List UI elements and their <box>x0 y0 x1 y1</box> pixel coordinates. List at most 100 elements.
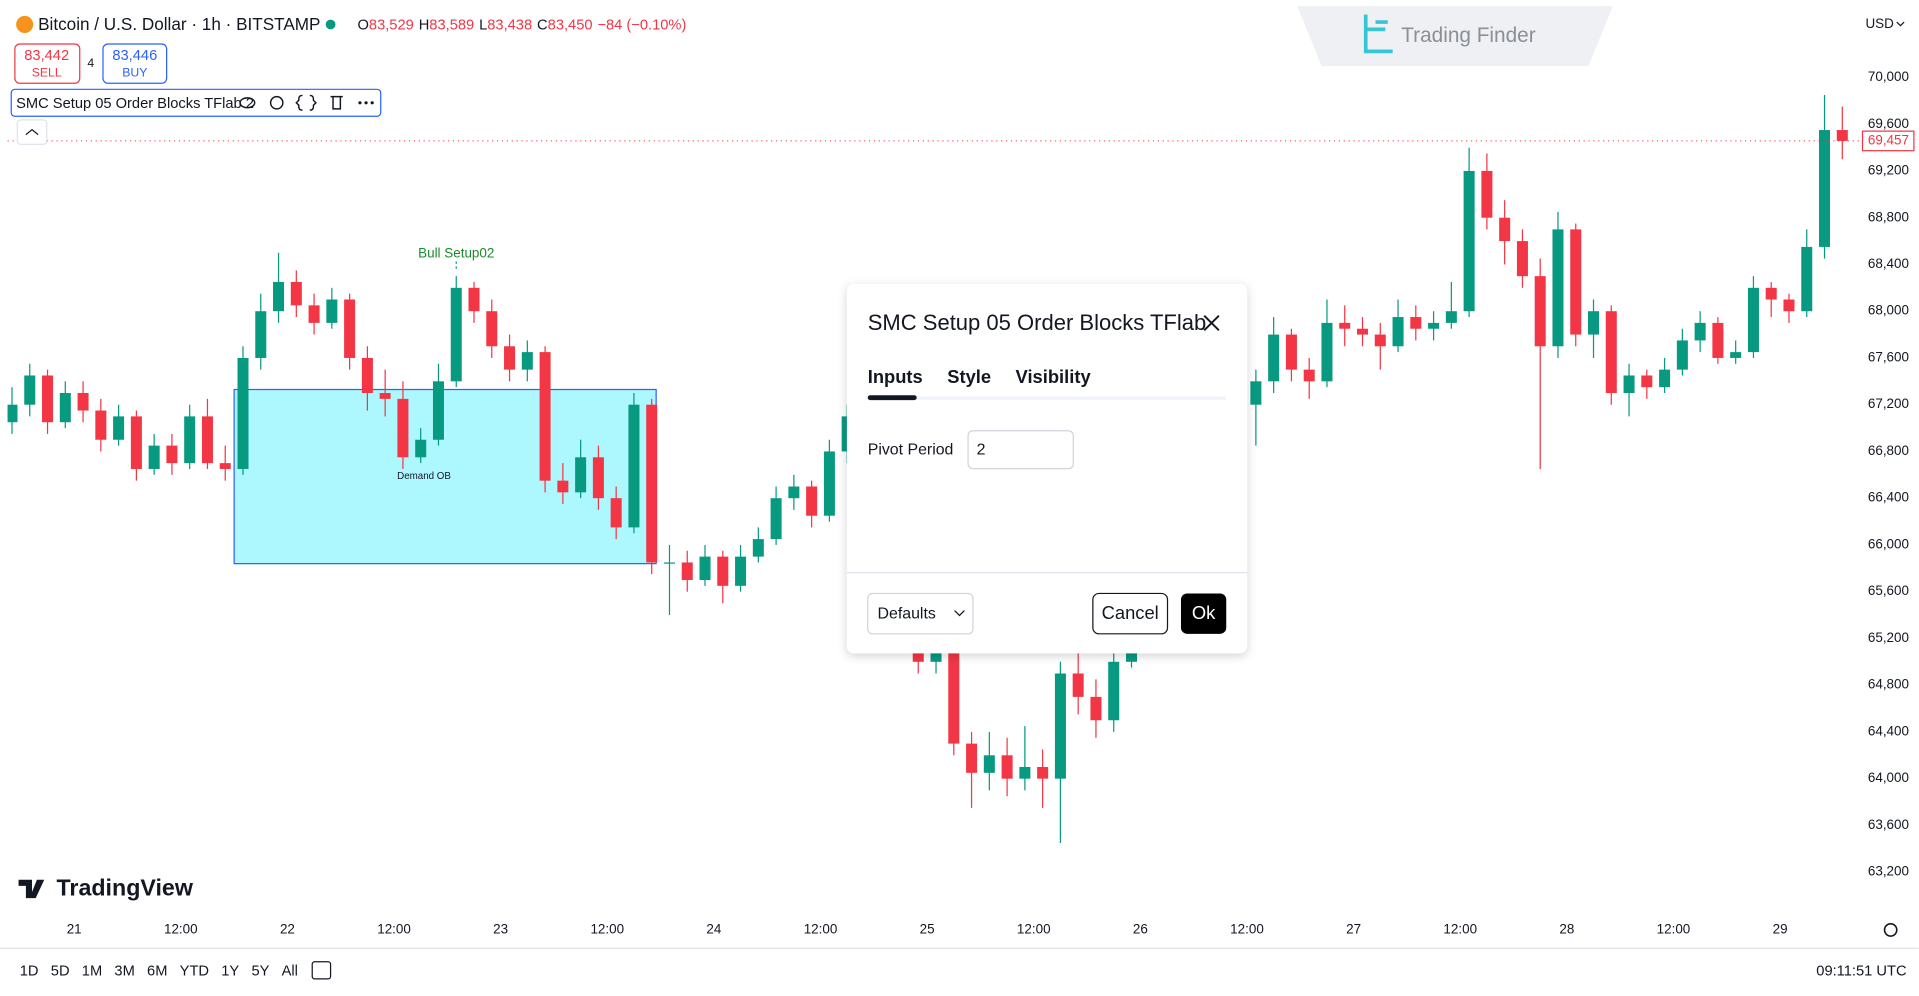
range-button[interactable]: 1Y <box>221 963 239 979</box>
range-button[interactable]: All <box>282 963 298 979</box>
indicator-legend[interactable] <box>10 88 382 117</box>
defaults-button[interactable] <box>867 592 974 635</box>
candle-body <box>1712 322 1724 358</box>
candle-body <box>1676 340 1688 370</box>
candle-body <box>504 346 516 370</box>
candle-body <box>450 287 462 382</box>
x-tick-label: 12:00 <box>1657 921 1691 936</box>
x-tick-label: 12:00 <box>1017 921 1051 936</box>
watermark-icon <box>1363 14 1393 54</box>
candle-body <box>1339 322 1351 329</box>
currency: USD <box>1865 16 1894 31</box>
range-button[interactable]: 6M <box>147 963 167 979</box>
candle-body <box>1605 311 1617 394</box>
ohlc-value: 83,438 <box>487 18 532 34</box>
tv-logo-icon <box>18 879 45 899</box>
more-icon[interactable] <box>358 101 374 105</box>
ok-button[interactable] <box>1180 593 1227 634</box>
axis-settings[interactable] <box>1883 923 1898 937</box>
y-tick-label: 64,800 <box>1868 677 1909 692</box>
close-button[interactable] <box>1203 314 1220 332</box>
candle-body <box>610 498 622 528</box>
candle-body <box>557 480 569 493</box>
candle-body <box>1019 766 1031 779</box>
candle-body <box>1730 352 1742 358</box>
candle-body <box>24 375 36 405</box>
x-tick-label: 24 <box>706 921 721 936</box>
candle-body <box>1445 311 1457 323</box>
range-button[interactable]: 5D <box>51 963 70 979</box>
ohlc-key: C <box>537 18 548 34</box>
candle-body <box>201 416 213 464</box>
candle-body <box>1410 317 1422 329</box>
candle-body <box>628 404 640 528</box>
x-tick-label: 12:00 <box>164 921 198 936</box>
candle-body <box>1392 317 1404 347</box>
tabs: Inputs Style Visibility <box>868 366 1092 387</box>
tab[interactable]: Style <box>947 366 991 387</box>
candle-body <box>1783 299 1795 312</box>
x-tick-label: 23 <box>493 921 508 936</box>
field-input[interactable] <box>967 430 1074 470</box>
bottom-toolbar: 1D 5D 1M 3M 6M YTD 1Y 5Y All <box>20 963 298 979</box>
symbol-title[interactable]: Bitcoin / U.S. Dollar · 1h · BITSTAMP <box>38 14 320 34</box>
y-tick-label: 66,000 <box>1868 536 1909 551</box>
ok-label: Ok <box>1192 602 1216 623</box>
x-tick-label: 21 <box>67 921 82 936</box>
range-button[interactable]: 1D <box>20 963 39 979</box>
candle-body <box>1285 334 1297 370</box>
candle-body <box>1659 369 1671 388</box>
settings-icon[interactable] <box>269 95 284 110</box>
delete-icon[interactable] <box>330 95 343 110</box>
x-tick-label: 29 <box>1773 921 1788 936</box>
candle-body <box>1090 696 1102 721</box>
candle-body <box>1463 170 1475 312</box>
x-tick-label: 12:00 <box>1443 921 1477 936</box>
candle-body <box>752 539 764 557</box>
collapse-button[interactable] <box>16 119 48 145</box>
currency-button[interactable] <box>1862 11 1910 38</box>
x-tick-label: 12:00 <box>804 921 838 936</box>
sell-button[interactable] <box>14 43 81 84</box>
candle-body <box>699 556 711 580</box>
cancel-button[interactable] <box>1092 592 1169 635</box>
tab[interactable]: Inputs <box>868 366 923 387</box>
watermark: Trading Finder <box>1401 24 1536 47</box>
source-icon[interactable] <box>295 94 317 111</box>
ohlc-value: 83,589 <box>429 18 474 34</box>
candle-body <box>42 375 54 423</box>
buy-button[interactable] <box>102 43 168 84</box>
tab[interactable]: Visibility <box>1016 366 1092 387</box>
candle-body <box>1801 246 1813 312</box>
ohlc-value: 83,529 <box>369 18 414 34</box>
date-range-button[interactable] <box>311 961 332 980</box>
tab-track <box>867 396 1227 401</box>
range-button[interactable]: 3M <box>114 963 134 979</box>
candle-body <box>290 281 302 306</box>
candle-body <box>130 416 142 469</box>
y-tick-label: 65,600 <box>1868 583 1909 598</box>
axes: 70,000 69,600 69,200 68,800 68,400 68,000 67,6… <box>7 69 1915 936</box>
range-button[interactable]: YTD <box>180 963 209 979</box>
x-tick-label: 25 <box>920 921 935 936</box>
candle-body <box>308 305 320 323</box>
candle-body <box>966 743 978 773</box>
candle-body <box>539 352 551 481</box>
candle-body <box>1250 381 1262 405</box>
candle-body <box>1108 661 1120 721</box>
candle-body <box>432 381 444 440</box>
candle-body <box>1552 229 1564 347</box>
candle-body <box>415 439 427 458</box>
range-button[interactable]: 5Y <box>251 963 269 979</box>
candle-body <box>1001 755 1013 779</box>
candle-body <box>1481 170 1493 218</box>
candle-body <box>1303 369 1315 382</box>
tv-logo: TradingView <box>56 875 193 901</box>
coin-icon <box>16 15 34 34</box>
collapse-icon <box>25 128 39 136</box>
candle-body <box>1374 334 1386 347</box>
candle-body <box>1054 673 1066 779</box>
range-button[interactable]: 1M <box>82 963 102 979</box>
eye-icon[interactable] <box>239 97 256 109</box>
order-block-label: Demand OB <box>397 471 451 482</box>
